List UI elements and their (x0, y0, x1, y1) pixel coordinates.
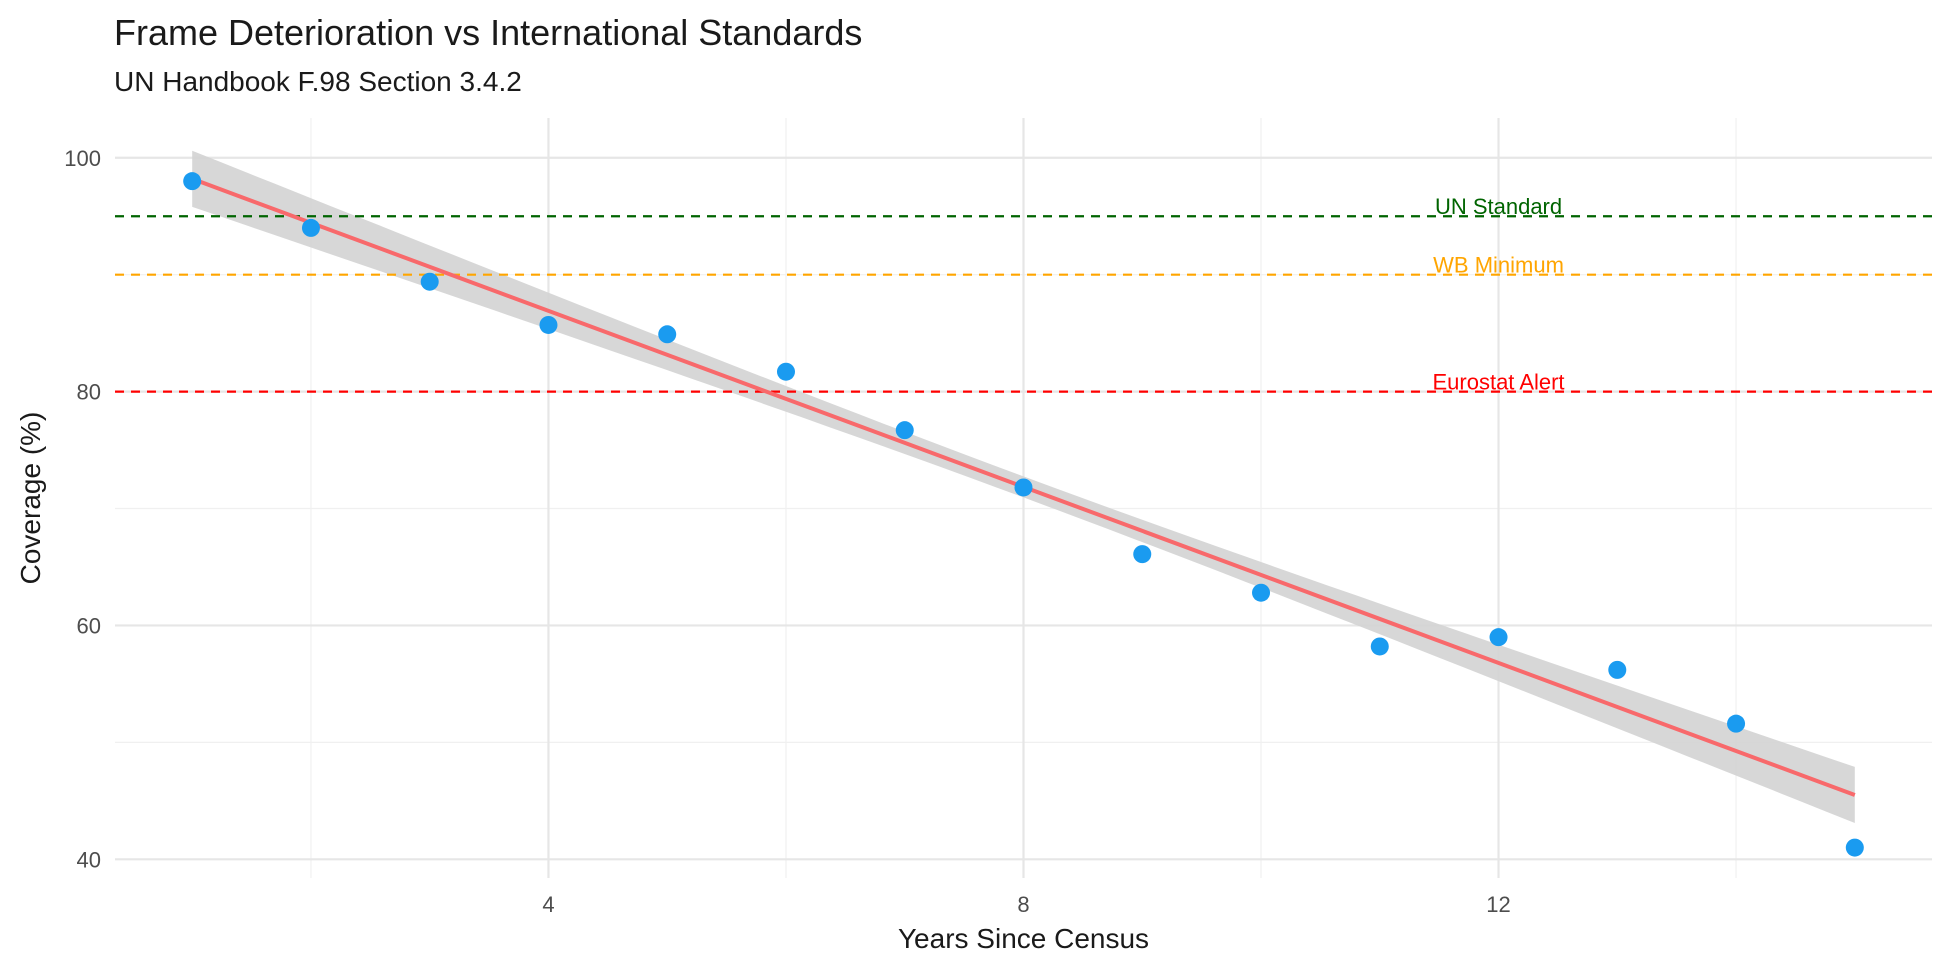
data-point (1489, 628, 1508, 647)
x-tick-label: 8 (1017, 892, 1029, 917)
y-tick-label: 80 (77, 380, 101, 405)
data-point (658, 325, 677, 344)
data-point (1727, 714, 1746, 733)
points-layer (183, 172, 1864, 857)
data-point (1845, 838, 1864, 857)
reference-label-wb-minimum: WB Minimum (1433, 253, 1564, 278)
chart-subtitle: UN Handbook F.98 Section 3.4.2 (114, 66, 522, 97)
data-point (1608, 660, 1627, 679)
data-point (1252, 583, 1271, 602)
y-tick-label: 60 (77, 613, 101, 638)
chart-title: Frame Deterioration vs International Sta… (114, 12, 863, 53)
data-point (420, 272, 439, 291)
data-point (1133, 545, 1152, 564)
data-point (183, 172, 202, 191)
reference-label-un-standard: UN Standard (1435, 194, 1562, 219)
y-axis-title: Coverage (%) (15, 412, 46, 585)
y-tick-label: 40 (77, 847, 101, 872)
reference-label-eurostat-alert: Eurostat Alert (1432, 370, 1564, 395)
data-point (539, 315, 558, 334)
data-point (301, 218, 320, 237)
data-point (1014, 478, 1033, 497)
axis-layer: 4 8 12 40 60 80 100 Years Since Census Coverage … (15, 146, 1511, 954)
data-point (776, 362, 795, 381)
grid-layer (115, 118, 1932, 878)
data-point (1370, 637, 1389, 656)
x-axis-title: Years Since Census (898, 923, 1149, 954)
reference-lines-layer: UN Standard WB Minimum Eurostat Alert (115, 194, 1932, 395)
data-point (895, 421, 914, 440)
y-tick-label: 100 (64, 146, 101, 171)
x-tick-label: 4 (542, 892, 554, 917)
x-tick-label: 12 (1486, 892, 1510, 917)
